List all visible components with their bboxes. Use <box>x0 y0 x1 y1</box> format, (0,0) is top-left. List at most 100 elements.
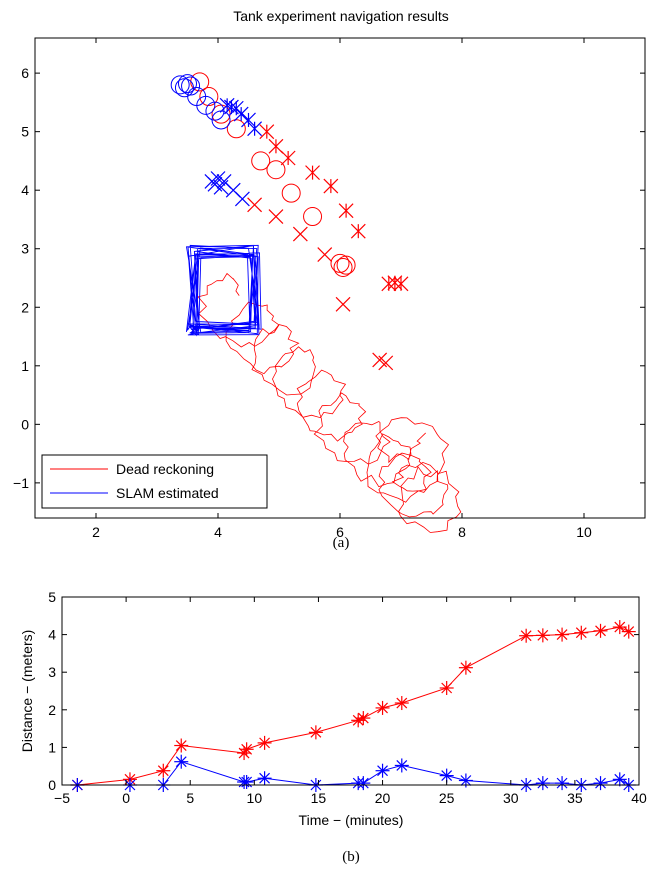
blue-distance-series-point <box>555 776 570 791</box>
x-tick-label: 8 <box>458 524 466 540</box>
dead-reckoning-circle-marker <box>199 87 219 107</box>
red-distance-series-line <box>77 626 629 786</box>
chart-a-axes-box <box>34 37 646 519</box>
series-slam-estimated-path <box>185 244 262 337</box>
red-distance-series-point <box>612 620 627 635</box>
marker-stroke <box>537 777 549 789</box>
dead-reckoning-cross-marker <box>268 209 284 224</box>
marker-stroke <box>460 662 472 674</box>
dead-reckoning-cross-marker-stroke <box>268 209 284 224</box>
slam-circle-marker <box>178 74 197 94</box>
y-tick-label: 3 <box>48 664 56 680</box>
x-tick-label: 5 <box>186 790 194 806</box>
blue-distance-series-point <box>239 774 254 789</box>
slam-cross-marker <box>234 191 250 207</box>
slam-star-marker <box>247 121 263 137</box>
dead-reckoning-cross-marker-stroke <box>378 355 394 371</box>
chart-a-title: Tank experiment navigation results <box>233 8 449 24</box>
red-distance-series-point <box>308 725 323 740</box>
y-tick-label: 5 <box>21 124 29 140</box>
chart-b-plot-area <box>70 620 636 792</box>
dead-reckoning-cross-marker <box>335 296 351 312</box>
marker-stroke <box>460 775 472 786</box>
red-distance-series-point <box>239 742 254 757</box>
legend-box <box>41 454 268 509</box>
dead-reckoning-cross-marker-stroke <box>335 296 351 312</box>
blue-distance-series-point <box>356 776 371 791</box>
x-tick-label: 25 <box>439 790 455 806</box>
marker-stroke <box>175 740 187 751</box>
dead-reckoning-cross-marker-stroke <box>372 352 388 368</box>
dead-reckoning-circle-marker <box>266 160 286 180</box>
x-tick-label: 35 <box>567 790 583 806</box>
chart-b-xlabel: Time − (minutes) <box>299 812 404 828</box>
red-distance-series-point <box>458 660 473 675</box>
marker-stroke <box>310 726 322 738</box>
x-tick-label: 40 <box>631 790 647 806</box>
red-distance-series-point <box>555 627 570 642</box>
dead-reckoning-star-marker <box>338 203 354 219</box>
marker-stroke <box>623 626 635 638</box>
marker-stroke <box>377 765 388 777</box>
y-tick-label: 0 <box>48 777 56 793</box>
blue-distance-series-point <box>375 763 390 778</box>
dead-reckoning-circle-marker <box>281 183 301 203</box>
dead-reckoning-circle-marker <box>251 151 271 171</box>
x-tick-label: 30 <box>503 790 519 806</box>
dead-reckoning-cross-marker <box>317 247 333 263</box>
slam-cross-marker-stroke <box>210 171 226 186</box>
dead-reckoning-cross-marker-stroke <box>317 247 333 263</box>
red-distance-series-point <box>356 711 371 726</box>
chart-a-tank-navigation: Tank experiment navigation results 2 4 6 8 1… <box>13 8 646 551</box>
blue-distance-series-point <box>394 758 409 773</box>
chart-a-caption: (a) <box>333 535 350 551</box>
marker-stroke <box>441 682 453 694</box>
marker-stroke <box>595 625 606 637</box>
blue-distance-series-point <box>257 771 272 786</box>
red-distance-series-point <box>593 623 608 638</box>
red-distance-series-point <box>257 735 272 750</box>
marker-stroke <box>241 743 253 755</box>
y-tick-label: 0 <box>21 416 29 432</box>
y-tick-label: 2 <box>21 299 29 315</box>
dead-reckoning-circle-marker <box>330 253 350 273</box>
marker-stroke <box>175 756 187 768</box>
slam-star-marker <box>241 112 256 128</box>
red-distance-series-point <box>535 628 550 643</box>
marker-stroke <box>259 737 271 749</box>
marker-stroke <box>575 627 587 639</box>
dead-reckoning-star-marker <box>305 165 320 181</box>
chart-a-legend: Dead reckoning SLAM estimated <box>41 454 268 509</box>
marker-stroke <box>595 777 606 789</box>
red-distance-series-point <box>174 738 189 753</box>
marker-stroke <box>259 772 271 784</box>
slam-circle-marker <box>170 75 190 95</box>
y-tick-label: 1 <box>48 739 56 755</box>
y-tick-label: 3 <box>21 241 29 257</box>
y-tick-label: 4 <box>21 182 29 198</box>
chart-b-ylabel: Distance − (meters) <box>19 630 35 753</box>
blue-distance-series-point <box>174 754 189 769</box>
dead-reckoning-circle-marker <box>333 257 353 277</box>
x-tick-label: 0 <box>122 790 130 806</box>
dead-reckoning-star-marker <box>280 150 296 166</box>
y-tick-label: −1 <box>13 475 29 491</box>
marker-stroke <box>537 629 549 641</box>
x-tick-label: 4 <box>214 524 222 540</box>
dead-reckoning-cross-marker-stroke <box>247 197 263 213</box>
dead-reckoning-star-marker <box>393 276 409 292</box>
dead-reckoning-star-marker <box>323 178 339 194</box>
dead-reckoning-cross-marker <box>378 355 394 371</box>
blue-distance-series-point <box>593 776 608 791</box>
dead-reckoning-star-marker <box>350 223 366 239</box>
chart-b-caption: (b) <box>342 849 360 865</box>
dead-reckoning-cross-marker <box>292 226 308 242</box>
y-tick-label: 6 <box>21 65 29 81</box>
marker-stroke <box>556 777 568 789</box>
marker-stroke <box>520 630 532 642</box>
y-tick-label: 1 <box>21 358 29 374</box>
x-tick-label: 2 <box>92 524 100 540</box>
marker-stroke <box>441 770 453 782</box>
